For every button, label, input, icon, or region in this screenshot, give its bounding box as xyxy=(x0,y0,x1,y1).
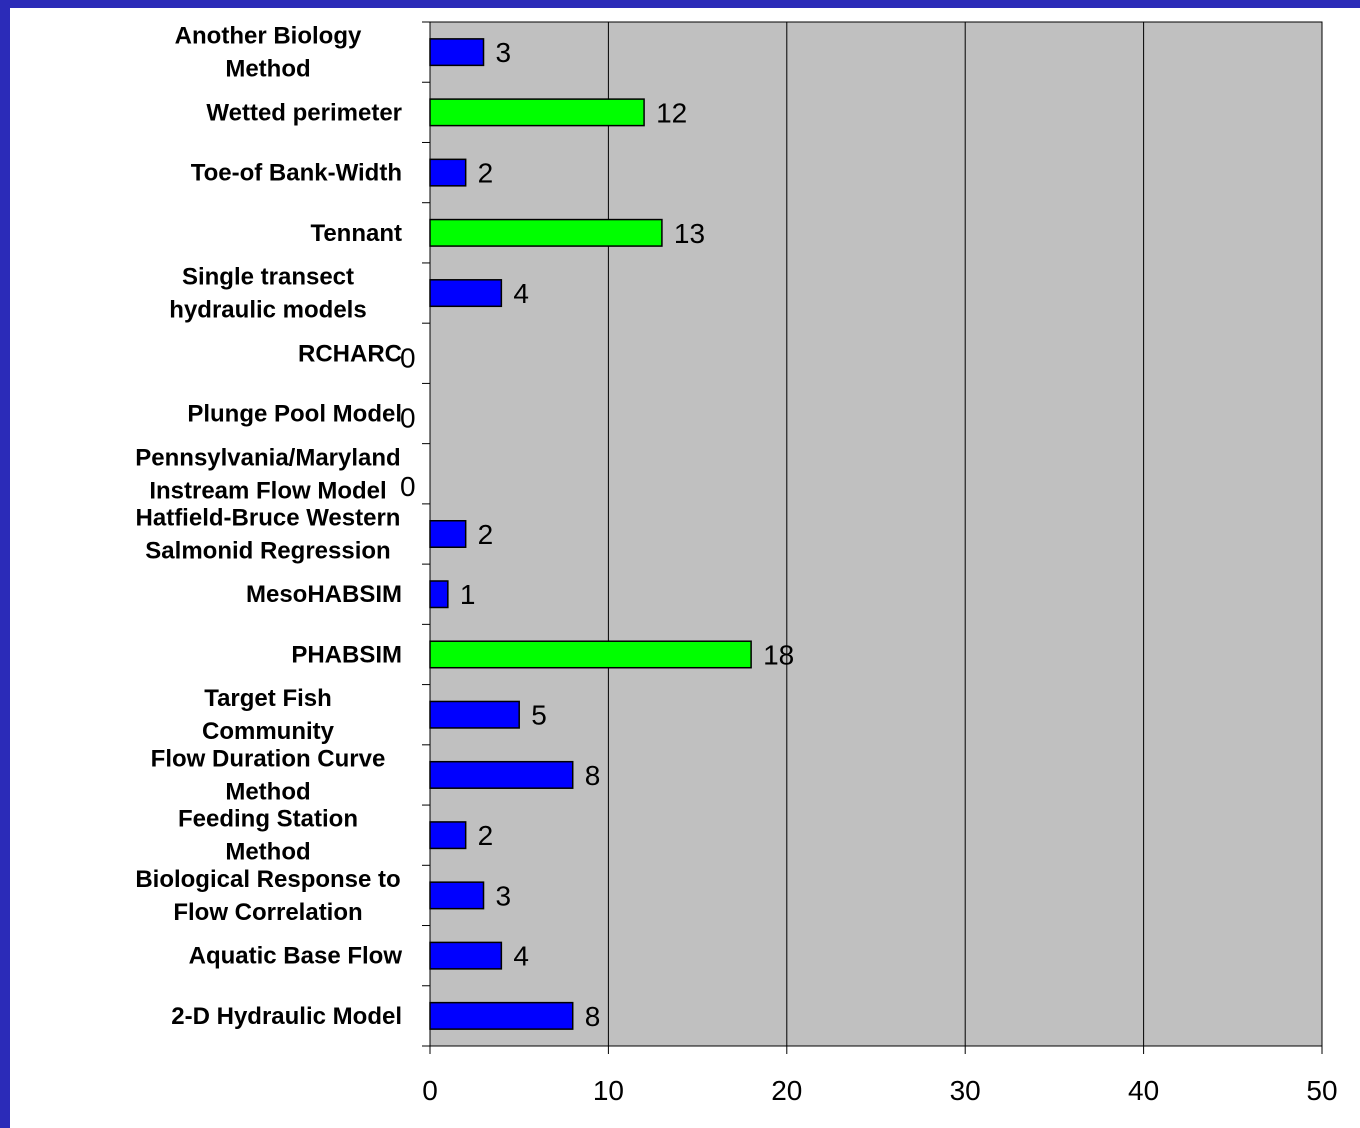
category-label: Hatfield-Bruce Western xyxy=(136,505,401,532)
category-label: Biological Response to xyxy=(135,866,400,893)
plot-area xyxy=(429,21,1323,1047)
data-label: 13 xyxy=(674,218,705,249)
category-label: Instream Flow Model xyxy=(149,477,386,504)
category-label: Another Biology xyxy=(175,23,362,50)
x-tick-label: 0 xyxy=(422,1075,438,1106)
x-tick-label: 40 xyxy=(1128,1075,1159,1106)
data-label: 12 xyxy=(656,97,687,128)
category-label: Aquatic Base Flow xyxy=(189,943,403,970)
category-label: Pennsylvania/Maryland xyxy=(135,444,400,471)
bar xyxy=(429,640,752,669)
x-tick-label: 20 xyxy=(771,1075,802,1106)
category-label: Flow Correlation xyxy=(173,899,362,926)
bar xyxy=(429,218,663,247)
category-label: Flow Duration Curve xyxy=(151,745,386,772)
category-label: Single transect xyxy=(182,264,354,291)
data-label: 5 xyxy=(531,700,547,731)
category-label: Plunge Pool Model xyxy=(187,401,402,428)
category-label: Feeding Station xyxy=(178,806,358,833)
data-label: 0 xyxy=(400,471,416,502)
data-label: 1 xyxy=(460,579,476,610)
data-label: 18 xyxy=(763,639,794,670)
bar xyxy=(429,941,503,970)
gridlines xyxy=(607,22,1145,1046)
bar xyxy=(429,760,574,789)
category-label: Method xyxy=(225,839,310,866)
data-label: 3 xyxy=(496,880,512,911)
bar xyxy=(429,98,645,127)
category-label: hydraulic models xyxy=(169,297,366,324)
bar xyxy=(429,881,485,910)
data-label: 2 xyxy=(478,820,494,851)
bar xyxy=(429,279,503,308)
category-label: Tennant xyxy=(310,220,402,247)
bars xyxy=(429,38,752,1030)
data-label: 2 xyxy=(478,158,494,189)
data-label: 4 xyxy=(513,941,529,972)
category-label: Salmonid Regression xyxy=(145,538,390,565)
slide-frame: 3 12 2 13 4 0 0 0 2 1 18 5 8 2 3 4 8 Another Biology Meth… xyxy=(10,8,1360,1128)
bar xyxy=(429,700,520,729)
data-label: 3 xyxy=(496,37,512,68)
x-tick-label: 30 xyxy=(950,1075,981,1106)
x-tick-label: 50 xyxy=(1306,1075,1337,1106)
category-label: Community xyxy=(202,718,335,745)
bar xyxy=(429,580,449,609)
data-label: 8 xyxy=(585,760,601,791)
category-label: Method xyxy=(225,778,310,805)
data-label: 8 xyxy=(585,1001,601,1032)
data-label: 0 xyxy=(400,342,416,373)
category-label: RCHARC xyxy=(298,340,402,367)
bar xyxy=(429,158,467,187)
category-label: Toe-of Bank-Width xyxy=(191,160,402,187)
bar xyxy=(429,1001,574,1030)
category-label: PHABSIM xyxy=(291,641,402,668)
category-label: MesoHABSIM xyxy=(246,581,402,608)
category-labels: Another Biology Method Wetted perimeter Toe… xyxy=(135,23,402,1030)
bar xyxy=(429,38,485,67)
data-label: 4 xyxy=(513,278,529,309)
category-label: Target Fish xyxy=(204,685,332,712)
x-tick-label: 10 xyxy=(593,1075,624,1106)
data-label: 0 xyxy=(400,403,416,434)
category-label: 2-D Hydraulic Model xyxy=(171,1003,402,1030)
category-label: Wetted perimeter xyxy=(206,99,402,126)
category-label: Method xyxy=(225,56,310,83)
data-label: 2 xyxy=(478,519,494,550)
x-axis: 0 10 20 30 40 50 xyxy=(422,21,1338,1106)
bar xyxy=(429,519,467,549)
bar xyxy=(429,821,467,850)
